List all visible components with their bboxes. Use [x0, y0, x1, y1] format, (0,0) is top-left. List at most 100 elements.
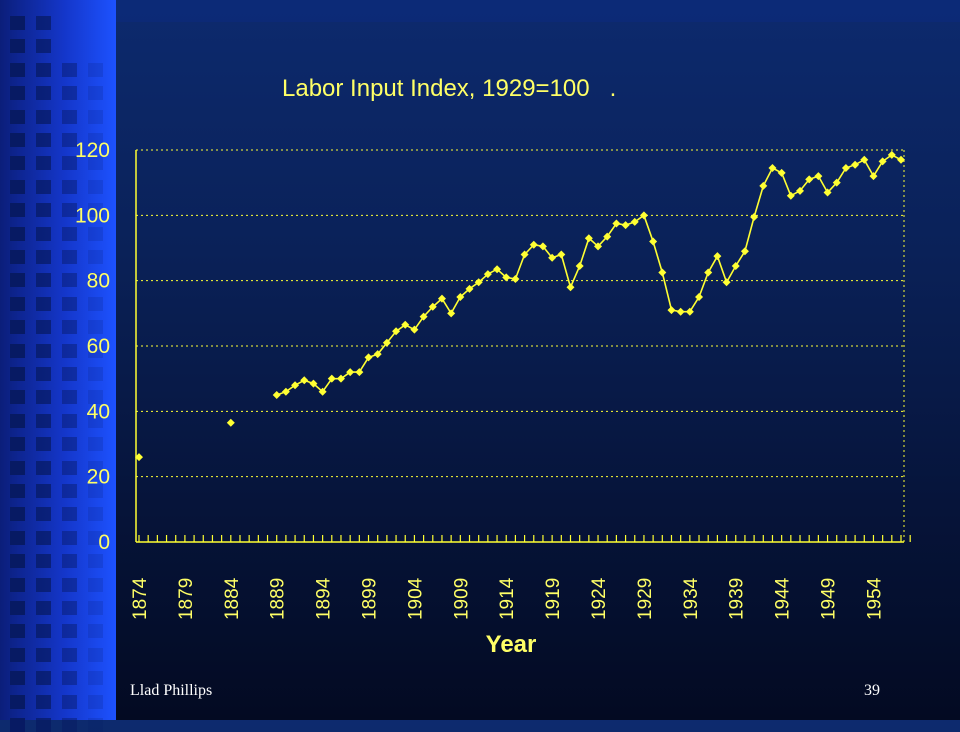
sidebar-square — [10, 694, 25, 709]
sidebar-square — [62, 671, 77, 686]
data-point — [309, 379, 318, 388]
sidebar-square — [88, 671, 103, 686]
sidebar-square — [62, 296, 77, 311]
sidebar-square — [36, 156, 51, 171]
sidebar-square — [10, 179, 25, 194]
sidebar-square — [62, 367, 77, 381]
sidebar-square — [62, 273, 77, 288]
sidebar-square — [62, 601, 77, 615]
sidebar-square — [88, 554, 103, 569]
sidebar-square — [62, 390, 77, 405]
sidebar-square — [36, 624, 51, 639]
data-point — [392, 327, 401, 336]
sidebar-square — [62, 179, 77, 194]
data-point — [639, 211, 648, 220]
data-point — [667, 306, 676, 315]
x-tick-label: 1904 — [405, 577, 426, 620]
data-point — [777, 168, 786, 177]
data-point — [805, 175, 814, 184]
sidebar-square — [10, 250, 25, 264]
x-axis-title: Year — [486, 631, 537, 658]
data-point — [437, 294, 446, 303]
data-point — [318, 387, 327, 396]
data-point — [465, 284, 474, 293]
sidebar-square — [36, 437, 51, 452]
sidebar-square — [62, 62, 77, 77]
sidebar-square — [88, 320, 103, 335]
sidebar-square — [10, 390, 25, 405]
sidebar-square — [62, 530, 77, 545]
data-point — [878, 157, 887, 166]
sidebar-square — [36, 296, 51, 311]
data-point — [649, 237, 658, 246]
gridlines — [136, 149, 905, 542]
sidebar-square — [62, 554, 77, 569]
sidebar-square — [62, 460, 77, 475]
data-point — [584, 234, 593, 243]
sidebar-square — [88, 86, 103, 101]
sidebar-square — [10, 296, 25, 311]
sidebar-square — [88, 133, 103, 147]
sidebar-square — [10, 203, 25, 218]
sidebar-square — [10, 507, 25, 522]
data-point — [226, 418, 235, 427]
sidebar-square — [62, 203, 77, 218]
sidebar-square — [36, 530, 51, 545]
sidebar-square — [36, 601, 51, 615]
x-tick-label: 1914 — [497, 577, 518, 620]
sidebar-square — [10, 484, 25, 498]
x-tick-label: 1934 — [681, 577, 702, 620]
data-point — [612, 219, 621, 228]
x-tick-label: 1939 — [727, 578, 748, 620]
data-point — [373, 350, 382, 359]
sidebar-square — [62, 413, 77, 428]
sidebar-square — [36, 250, 51, 264]
x-tick-label: 1874 — [130, 577, 151, 620]
sidebar-square — [62, 343, 77, 358]
chart-title: Labor Input Index, 1929=100 . — [282, 75, 616, 102]
sidebar-square — [10, 671, 25, 686]
y-tick-label: 40 — [87, 400, 110, 423]
data-point — [823, 188, 832, 197]
data-point — [327, 374, 336, 383]
data-point — [336, 374, 345, 383]
sidebar-square — [88, 343, 103, 358]
x-tick-label: 1944 — [773, 577, 794, 620]
sidebar-square — [10, 718, 25, 732]
sidebar-square — [36, 694, 51, 709]
sidebar-square — [88, 460, 103, 475]
data-point — [529, 240, 538, 249]
data-point — [428, 302, 437, 311]
sidebar-square — [88, 367, 103, 381]
sidebar-square — [36, 86, 51, 101]
sidebar-square — [10, 133, 25, 147]
sidebar-square — [36, 343, 51, 358]
sidebar-square — [36, 413, 51, 428]
sidebar-square — [88, 203, 103, 218]
data-point — [272, 391, 281, 399]
sidebar-square — [36, 273, 51, 288]
y-tick-labels: 0 20 40 60 80 100 120 — [75, 139, 110, 554]
x-tick-label: 1899 — [360, 578, 381, 620]
data-point — [447, 309, 456, 318]
data-point — [456, 293, 465, 301]
sidebar-square — [10, 86, 25, 101]
sidebar-square — [36, 39, 51, 54]
sidebar-square — [88, 530, 103, 545]
sidebar-square — [10, 156, 25, 171]
sidebar-square — [62, 109, 77, 124]
data-point — [841, 163, 850, 172]
sidebar-square — [88, 624, 103, 639]
data-point — [548, 253, 557, 262]
sidebar-square — [62, 647, 77, 662]
sidebar-square — [10, 437, 25, 452]
x-tick-label: 1889 — [268, 578, 289, 620]
sidebar-square — [62, 86, 77, 101]
sidebar-square — [36, 133, 51, 147]
data-point — [740, 247, 749, 256]
y-tick-label: 0 — [98, 531, 110, 554]
sidebar-square — [36, 718, 51, 732]
data-point — [511, 275, 520, 284]
sidebar-square — [62, 320, 77, 335]
data-point — [575, 261, 584, 270]
